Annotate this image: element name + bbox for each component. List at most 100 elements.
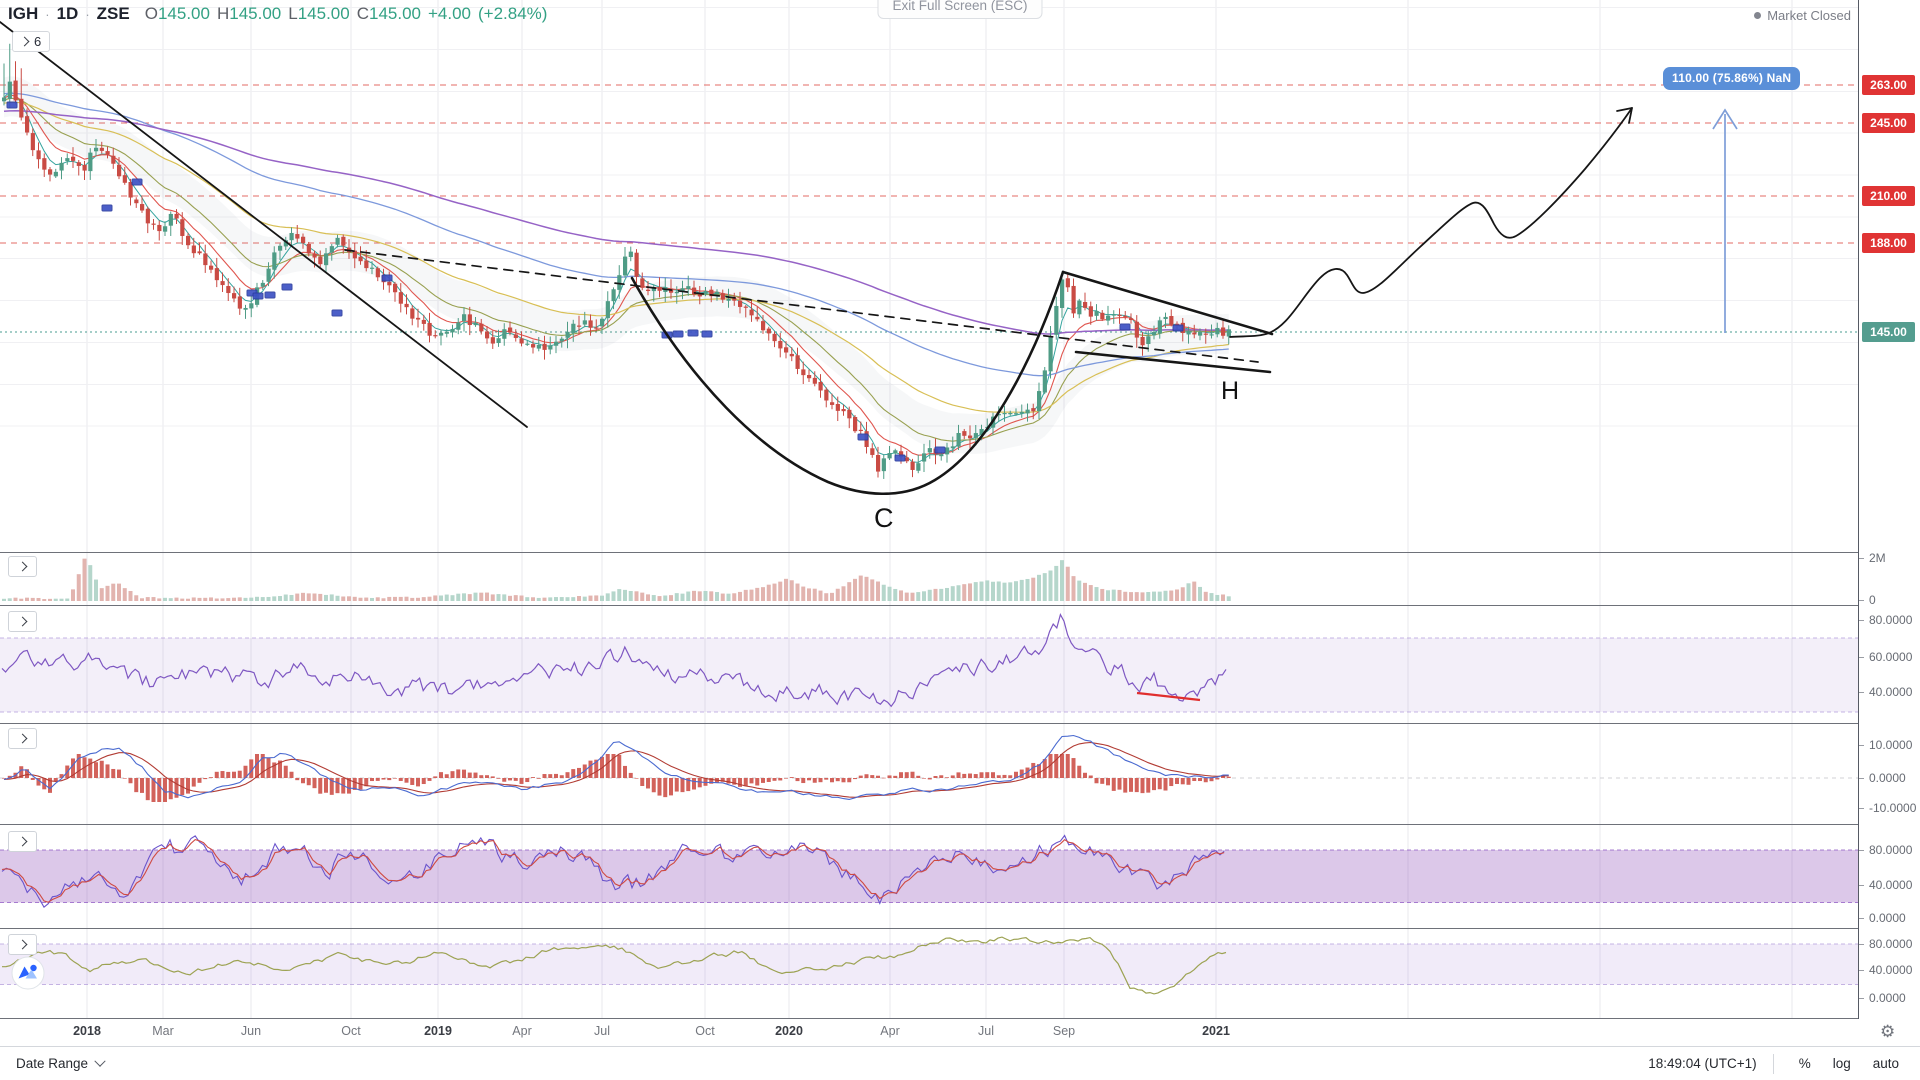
- toolbar-border: [0, 1046, 1920, 1047]
- pane-separator[interactable]: [0, 824, 1920, 825]
- open-label: O: [144, 4, 158, 23]
- gridlines: [0, 0, 1858, 1018]
- date-range-label: Date Range: [16, 1056, 89, 1071]
- time-tick-sep: Sep: [1052, 1024, 1076, 1038]
- symbol-name[interactable]: IGH: [8, 4, 39, 23]
- macd-lines: [3, 734, 1229, 800]
- auto-scale-button[interactable]: auto: [1872, 1056, 1899, 1071]
- alert-price-label[interactable]: 210.00: [1862, 186, 1915, 206]
- tradingview-logo[interactable]: [11, 956, 45, 990]
- handle-upper-line: [1061, 270, 1274, 336]
- exit-fullscreen-tooltip[interactable]: Exit Full Screen (ESC): [877, 0, 1043, 19]
- toolbar-divider: [1772, 1053, 1774, 1074]
- separator-dot: ·: [45, 7, 50, 22]
- handle-lower-line: [1074, 350, 1272, 374]
- pane-separator[interactable]: [0, 928, 1920, 929]
- bottom-toolbar: Date Range 18:49:04 (UTC+1) % log auto: [0, 1047, 1920, 1080]
- log-scale-button[interactable]: log: [1832, 1056, 1851, 1071]
- macd-scale-tick: 10.0000: [1859, 737, 1912, 753]
- dashed-neckline: [344, 249, 1259, 363]
- pane-separator[interactable]: [0, 605, 1920, 606]
- rsi-pane-collapse-button[interactable]: [8, 611, 37, 632]
- alert-price-label[interactable]: 263.00: [1862, 75, 1915, 95]
- alert-price-label[interactable]: 245.00: [1862, 113, 1915, 133]
- time-tick-2018: 2018: [73, 1024, 101, 1038]
- volume-bars: [2, 558, 1231, 601]
- ohlc-values: O145.00 H145.00 L145.00 C145.00 +4.00 (+…: [145, 4, 548, 24]
- time-axis[interactable]: ⚙ 2018 Mar Jun Oct 2019 Apr Jul Oct 2020 Apr Jul Se…: [0, 1019, 1920, 1046]
- price-alert-lines: [0, 84, 1858, 333]
- stoch-scale-tick: 40.0000: [1859, 877, 1912, 893]
- pane-separator[interactable]: [0, 552, 1920, 553]
- exchange: ZSE: [96, 4, 130, 23]
- osc-pane-collapse-button[interactable]: [8, 934, 37, 955]
- alert-price-label[interactable]: 188.00: [1862, 233, 1915, 253]
- osc-scale-tick: 80.0000: [1859, 936, 1912, 952]
- projection-curve: [1229, 107, 1633, 338]
- symbol-legend[interactable]: IGH · 1D · ZSE O145.00 H145.00 L145.00 C…: [8, 4, 547, 24]
- indicator-count: 6: [34, 34, 42, 49]
- target-arrow[interactable]: [1712, 108, 1738, 333]
- indicators-collapse-button[interactable]: 6: [12, 31, 51, 52]
- chevron-right-icon: [17, 561, 28, 572]
- percent-scale-button[interactable]: %: [1798, 1056, 1811, 1071]
- trade-markers: [6, 101, 1184, 462]
- rsi-line: [1, 613, 1227, 708]
- stochastic-lines: [1, 834, 1225, 909]
- chevron-right-icon: [17, 939, 28, 950]
- main-chart-canvas[interactable]: [0, 0, 1858, 1019]
- time-tick-jul: Jul: [978, 1024, 994, 1038]
- handle-annotation[interactable]: H: [1221, 377, 1240, 405]
- price-target-label[interactable]: 110.00 (75.86%) NaN: [1663, 67, 1801, 90]
- chevron-down-icon: [94, 1055, 106, 1067]
- open-value: 145.00: [157, 4, 210, 23]
- time-tick-jul: Jul: [594, 1024, 610, 1038]
- volume-scale-tick: 2M: [1859, 550, 1886, 566]
- toolbar-right-group: 18:49:04 (UTC+1) % log auto: [1648, 1053, 1910, 1074]
- stoch-scale-tick: 80.0000: [1859, 842, 1912, 858]
- trend-drawings[interactable]: [0, 21, 1633, 496]
- market-status-text: Market Closed: [1767, 8, 1851, 23]
- osc-scale-tick: 40.0000: [1859, 962, 1912, 978]
- chevron-right-icon: [17, 733, 28, 744]
- rsi-scale-tick: 60.0000: [1859, 649, 1912, 665]
- chevron-right-icon: [17, 836, 28, 847]
- macd-pane-collapse-button[interactable]: [8, 728, 37, 749]
- stoch-scale-tick: 0.0000: [1859, 910, 1906, 926]
- time-tick-2019: 2019: [424, 1024, 452, 1038]
- pane-separator[interactable]: [0, 723, 1920, 724]
- moving-averages: [3, 90, 1229, 463]
- chevron-right-icon: [19, 36, 30, 47]
- projection-arrowhead-icon: [1616, 107, 1633, 124]
- cup-curve: [630, 270, 1065, 496]
- volume-scale-tick: 0: [1859, 592, 1876, 608]
- band-shade: [4, 76, 1229, 454]
- market-status: Market Closed: [1754, 8, 1851, 23]
- change-value: +4.00: [427, 4, 471, 23]
- close-value: 145.00: [368, 4, 421, 23]
- settings-gear-icon[interactable]: ⚙: [1880, 1022, 1896, 1041]
- price-axis[interactable]: 263.00 245.00 210.00 188.00 145.00 2M 0 80.0000…: [1858, 0, 1920, 1046]
- clock-time[interactable]: 18:49:04 (UTC+1): [1648, 1056, 1757, 1071]
- rsi-scale-tick: 80.0000: [1859, 612, 1912, 628]
- timeframe[interactable]: 1D: [56, 4, 79, 23]
- current-price-label[interactable]: 145.00: [1862, 322, 1915, 342]
- high-value: 145.00: [229, 4, 282, 23]
- oscillator-line: [1, 936, 1227, 995]
- close-label: C: [356, 4, 369, 23]
- high-label: H: [216, 4, 230, 23]
- low-value: 145.00: [297, 4, 350, 23]
- indicator-bands: [0, 637, 1858, 985]
- time-tick-2020: 2020: [775, 1024, 803, 1038]
- cup-annotation[interactable]: C: [874, 503, 894, 533]
- volume-pane-collapse-button[interactable]: [8, 556, 37, 577]
- time-tick-oct: Oct: [695, 1024, 715, 1038]
- date-range-button[interactable]: Date Range: [16, 1055, 106, 1071]
- stoch-pane-collapse-button[interactable]: [8, 831, 37, 852]
- separator-dot: ·: [85, 7, 90, 22]
- time-tick-apr: Apr: [512, 1024, 532, 1038]
- rsi-scale-tick: 40.0000: [1859, 684, 1912, 700]
- candlesticks: [2, 43, 1231, 479]
- time-tick-oct: Oct: [341, 1024, 361, 1038]
